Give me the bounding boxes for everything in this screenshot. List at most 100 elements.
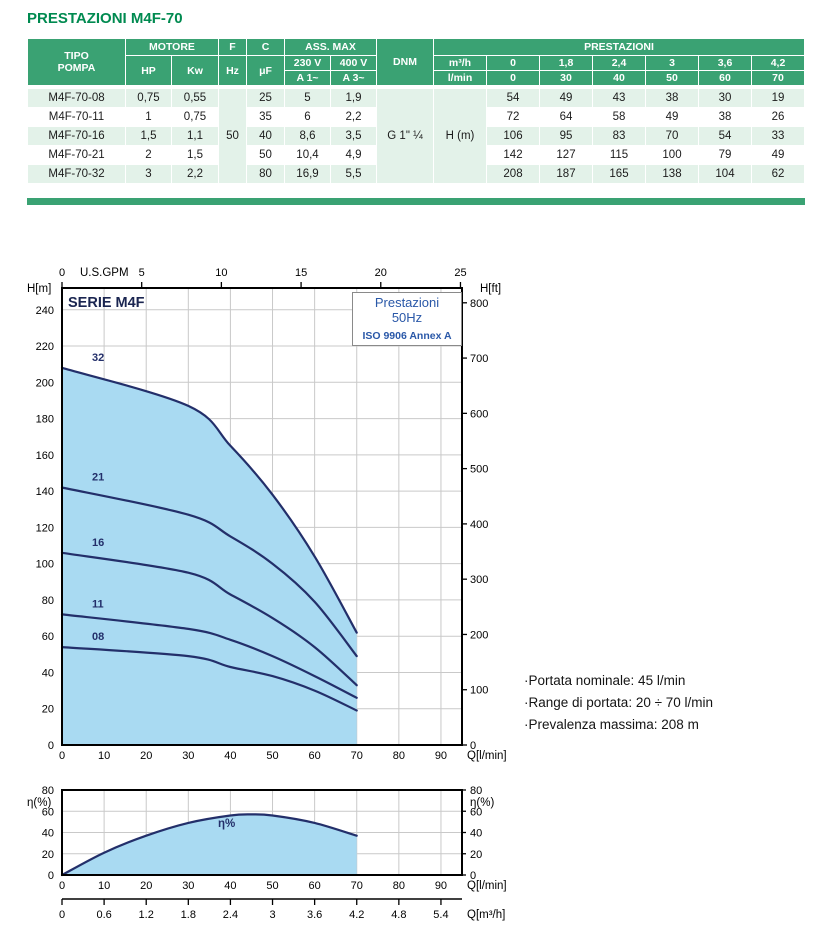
svg-text:140: 140 bbox=[36, 486, 54, 498]
cell-uf: 40 bbox=[247, 127, 284, 145]
cell-h1: 49 bbox=[540, 89, 592, 107]
legend-line-prestazioni: Prestazioni bbox=[375, 295, 439, 310]
svg-text:90: 90 bbox=[435, 880, 447, 892]
cell-a230: 5 bbox=[285, 89, 330, 107]
svg-text:40: 40 bbox=[224, 880, 236, 892]
svg-text:40: 40 bbox=[470, 828, 482, 840]
cell-tipo: M4F-70-08 bbox=[28, 89, 125, 107]
flow-envelope-fill bbox=[62, 367, 357, 745]
legend-line-iso: ISO 9906 Annex A bbox=[362, 330, 452, 342]
axis-label-qm3h: Q[m³/h] bbox=[467, 909, 505, 921]
cell-a400: 1,9 bbox=[331, 89, 376, 107]
axis-label-hft: H[ft] bbox=[480, 283, 501, 295]
cell-h2: 58 bbox=[593, 108, 645, 126]
legend-line-50hz: 50Hz bbox=[392, 310, 422, 325]
svg-text:100: 100 bbox=[36, 559, 54, 571]
curve-label-32: 32 bbox=[92, 352, 104, 364]
cell-a230: 16,9 bbox=[285, 165, 330, 183]
grid bbox=[62, 288, 462, 745]
svg-text:0: 0 bbox=[59, 909, 65, 921]
grid bbox=[62, 790, 462, 875]
cell-h0: 208 bbox=[487, 165, 539, 183]
svg-text:20: 20 bbox=[140, 880, 152, 892]
cell-h3: 38 bbox=[646, 89, 698, 107]
cell-hp: 3 bbox=[126, 165, 171, 183]
svg-text:0: 0 bbox=[470, 740, 476, 752]
cell-h3: 138 bbox=[646, 165, 698, 183]
svg-text:20: 20 bbox=[140, 750, 152, 762]
svg-text:80: 80 bbox=[42, 785, 54, 797]
table-row-M4F-70-11: M4F-70-11 1 0,75 35 6 2,2 72 64 58 49 38 26 bbox=[28, 108, 804, 126]
x-axis-bottom: 0 10 20 30 40 50 60 70 80 90 bbox=[59, 750, 447, 762]
m3h-value-1: 1,8 bbox=[540, 56, 592, 70]
axis-label-usgpm: U.S.GPM bbox=[80, 267, 129, 279]
cell-a230: 8,6 bbox=[285, 127, 330, 145]
cell-kw: 2,2 bbox=[172, 165, 218, 183]
lmin-value-3: 50 bbox=[646, 71, 698, 85]
legend-box bbox=[352, 292, 462, 346]
row-header-lmin: l/min bbox=[434, 71, 486, 85]
m3h-value-2: 2,4 bbox=[593, 56, 645, 70]
svg-text:0: 0 bbox=[48, 870, 54, 882]
chart-title: SERIE M4F bbox=[68, 295, 145, 311]
svg-text:70: 70 bbox=[351, 750, 363, 762]
svg-text:500: 500 bbox=[470, 464, 488, 476]
svg-text:0: 0 bbox=[59, 267, 65, 279]
curve-11 bbox=[60, 613, 358, 699]
x-axis-bottom: 0 10 20 30 40 50 60 70 80 90 bbox=[59, 880, 447, 892]
svg-text:70: 70 bbox=[351, 880, 363, 892]
axis-label-eta-right: η(%) bbox=[470, 797, 494, 809]
svg-text:300: 300 bbox=[470, 574, 488, 586]
plot-border bbox=[61, 789, 463, 876]
cell-a230: 10,4 bbox=[285, 146, 330, 164]
svg-text:50: 50 bbox=[266, 750, 278, 762]
cell-h5: 62 bbox=[752, 165, 804, 183]
svg-text:120: 120 bbox=[36, 522, 54, 534]
col-header-uf: μF bbox=[247, 56, 284, 85]
svg-text:3.6: 3.6 bbox=[307, 909, 322, 921]
cell-h2: 83 bbox=[593, 127, 645, 145]
svg-text:15: 15 bbox=[295, 267, 307, 279]
cell-h0: 106 bbox=[487, 127, 539, 145]
svg-text:80: 80 bbox=[393, 880, 405, 892]
curve-label-eta: η% bbox=[218, 818, 235, 830]
cell-h5: 19 bbox=[752, 89, 804, 107]
cell-kw: 0,75 bbox=[172, 108, 218, 126]
svg-text:180: 180 bbox=[36, 414, 54, 426]
svg-text:60: 60 bbox=[42, 806, 54, 818]
svg-text:200: 200 bbox=[470, 629, 488, 641]
m3h-value-4: 3,6 bbox=[699, 56, 751, 70]
curve-16 bbox=[60, 551, 358, 687]
cell-tipo: M4F-70-16 bbox=[28, 127, 125, 145]
svg-text:30: 30 bbox=[182, 880, 194, 892]
curve-08 bbox=[60, 646, 358, 712]
cell-tipo: M4F-70-11 bbox=[28, 108, 125, 126]
col-header-tipo-pompa: TIPO POMPA bbox=[28, 39, 125, 85]
svg-text:10: 10 bbox=[98, 880, 110, 892]
cell-h4: 104 bbox=[699, 165, 751, 183]
svg-text:700: 700 bbox=[470, 353, 488, 365]
svg-text:3: 3 bbox=[269, 909, 275, 921]
cell-a400: 3,5 bbox=[331, 127, 376, 145]
row-header-m3h: m³/h bbox=[434, 56, 486, 70]
svg-text:40: 40 bbox=[224, 750, 236, 762]
svg-text:600: 600 bbox=[470, 408, 488, 420]
curve-label-16: 16 bbox=[92, 537, 104, 549]
cell-h2: 43 bbox=[593, 89, 645, 107]
svg-text:0.6: 0.6 bbox=[96, 909, 111, 921]
col-header-dnm: DNM bbox=[377, 39, 433, 85]
curve-eta bbox=[60, 813, 358, 877]
m3h-value-3: 3 bbox=[646, 56, 698, 70]
x-axis-top: 0 5 10 15 20 25 bbox=[59, 267, 467, 288]
svg-text:60: 60 bbox=[470, 806, 482, 818]
svg-text:1.8: 1.8 bbox=[181, 909, 196, 921]
cell-h5: 49 bbox=[752, 146, 804, 164]
performance-chart: 3221161108020406080100120140160180200220… bbox=[27, 267, 507, 762]
svg-text:80: 80 bbox=[470, 785, 482, 797]
curve-label-11: 11 bbox=[92, 598, 104, 610]
cell-uf: 35 bbox=[247, 108, 284, 126]
svg-text:60: 60 bbox=[42, 631, 54, 643]
cell-hm-label: H (m) bbox=[434, 89, 486, 183]
